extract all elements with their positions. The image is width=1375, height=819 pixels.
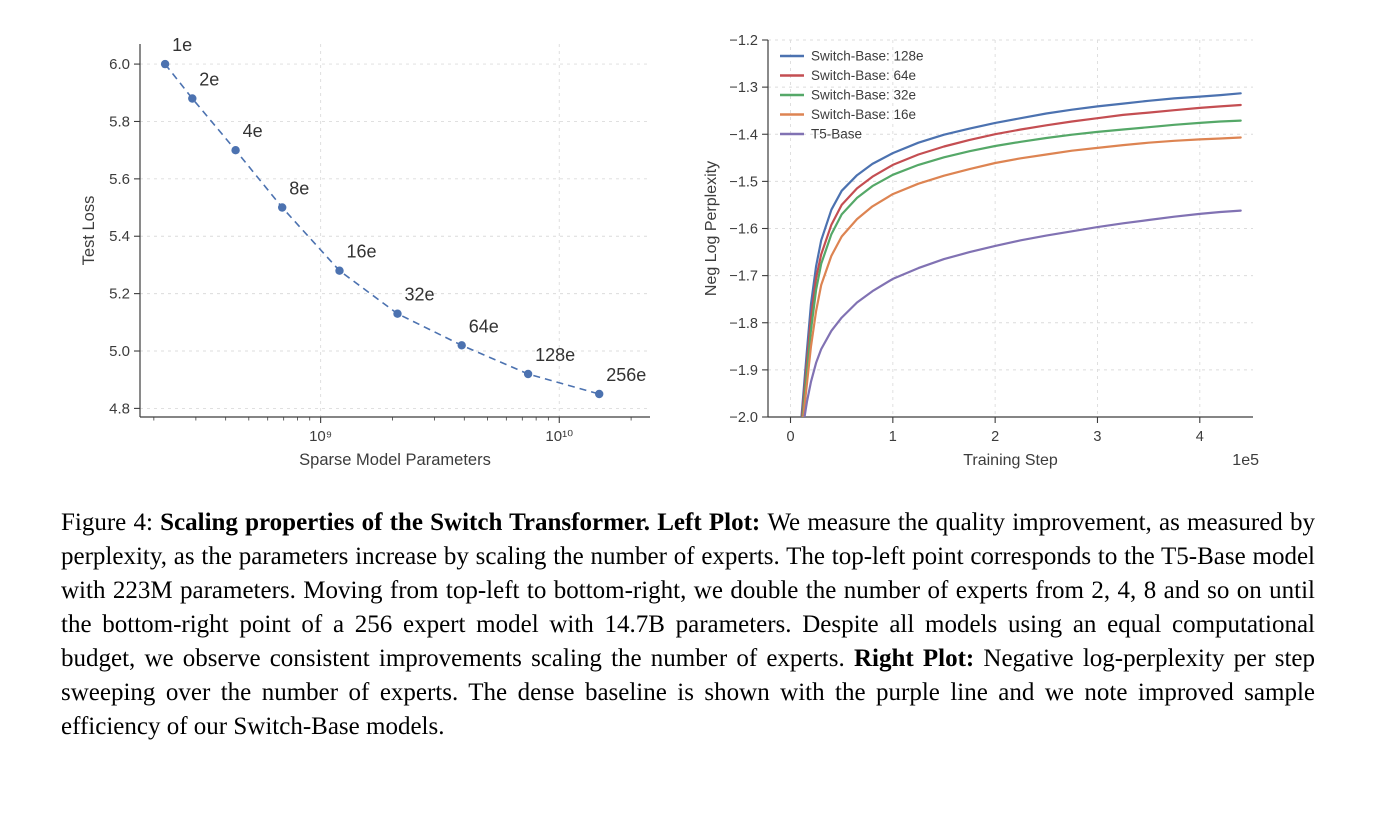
gridlines-left bbox=[140, 44, 650, 417]
svg-text:6.0: 6.0 bbox=[109, 56, 130, 73]
svg-text:128e: 128e bbox=[535, 345, 575, 365]
legend-label: T5-Base bbox=[811, 127, 862, 142]
svg-text:−1.4: −1.4 bbox=[729, 127, 758, 143]
data-series-right bbox=[800, 92, 1242, 417]
series-line-switch-base-64e bbox=[800, 103, 1242, 417]
point-labels-left: 1e 2e 4e 8e 16e 32e 64e 128e 256e bbox=[172, 35, 646, 385]
axes-right bbox=[762, 39, 1253, 423]
series-line-switch-base-32e bbox=[801, 119, 1242, 417]
right-chart-neg-log-perplexity-vs-step: −2.0 −1.9 −1.8 −1.7 −1.6 −1.5 −1.4 −1.3 −1.2 0 1 2 3… bbox=[703, 33, 1259, 469]
svg-text:4: 4 bbox=[1196, 429, 1204, 445]
svg-text:−1.3: −1.3 bbox=[729, 80, 758, 96]
svg-text:8e: 8e bbox=[289, 179, 309, 199]
svg-text:4e: 4e bbox=[243, 121, 263, 141]
svg-text:5.6: 5.6 bbox=[109, 171, 130, 188]
caption-segment: We measure the quality improvement, as m… bbox=[61, 509, 1315, 672]
svg-text:Training Step: Training Step bbox=[963, 452, 1058, 469]
svg-text:Sparse Model Parameters: Sparse Model Parameters bbox=[299, 451, 491, 469]
axes-left bbox=[134, 44, 650, 423]
caption-segment: Figure 4: bbox=[61, 509, 161, 536]
svg-text:Neg Log Perplexity: Neg Log Perplexity bbox=[703, 161, 720, 296]
axis-labels-right: Training Step Neg Log Perplexity 1e5 bbox=[703, 161, 1259, 469]
data-point-4e bbox=[231, 146, 240, 155]
legend-label: Switch-Base: 16e bbox=[811, 107, 916, 122]
data-point-1e bbox=[160, 59, 170, 69]
svg-text:−1.5: −1.5 bbox=[729, 174, 758, 190]
svg-text:32e: 32e bbox=[405, 285, 435, 305]
svg-text:2e: 2e bbox=[199, 70, 219, 90]
svg-text:64e: 64e bbox=[469, 316, 499, 336]
svg-text:1e5: 1e5 bbox=[1232, 452, 1259, 469]
svg-text:4.8: 4.8 bbox=[109, 400, 130, 417]
figure-caption: Figure 4: Scaling properties of the Swit… bbox=[61, 506, 1315, 744]
svg-text:−1.8: −1.8 bbox=[729, 316, 758, 332]
svg-text:16e: 16e bbox=[347, 242, 377, 262]
svg-text:−2.0: −2.0 bbox=[729, 410, 758, 426]
svg-text:−1.2: −1.2 bbox=[729, 33, 758, 49]
axis-labels-left: Sparse Model Parameters Test Loss bbox=[80, 196, 491, 469]
data-point-128e bbox=[523, 369, 533, 379]
caption-bold-segment: Right Plot: bbox=[853, 645, 984, 672]
data-point-32e bbox=[393, 309, 402, 318]
scatter-connector-line bbox=[164, 63, 600, 395]
svg-text:2: 2 bbox=[991, 429, 999, 445]
svg-text:5.8: 5.8 bbox=[109, 113, 130, 130]
svg-text:1: 1 bbox=[889, 429, 897, 445]
svg-text:10⁹: 10⁹ bbox=[309, 428, 332, 445]
data-series-left bbox=[160, 59, 604, 399]
svg-text:5.4: 5.4 bbox=[109, 228, 130, 245]
tick-labels-left: 4.8 5.0 5.2 5.4 5.6 5.8 6.0 10⁹ 10¹⁰ bbox=[109, 56, 573, 445]
data-point-64e bbox=[457, 341, 466, 350]
svg-text:10¹⁰: 10¹⁰ bbox=[545, 428, 573, 445]
svg-text:3: 3 bbox=[1093, 429, 1101, 445]
left-chart-test-loss-vs-parameters: 4.8 5.0 5.2 5.4 5.6 5.8 6.0 10⁹ 10¹⁰ Sparse Model… bbox=[80, 35, 650, 469]
data-point-2e bbox=[188, 94, 197, 103]
data-point-256e bbox=[595, 389, 604, 399]
svg-text:1e: 1e bbox=[172, 35, 192, 55]
data-point-8e bbox=[278, 203, 287, 212]
svg-text:Test Loss: Test Loss bbox=[80, 196, 98, 266]
svg-text:−1.7: −1.7 bbox=[729, 269, 758, 285]
data-point-16e bbox=[335, 266, 344, 275]
caption-segment: Negative log-perplexity per step sweepin… bbox=[61, 645, 1315, 740]
legend-right: Switch-Base: 128e Switch-Base: 64e Switch-… bbox=[780, 49, 924, 142]
legend-label: Switch-Base: 64e bbox=[811, 68, 916, 83]
svg-text:−1.6: −1.6 bbox=[729, 222, 758, 238]
tick-labels-right: −2.0 −1.9 −1.8 −1.7 −1.6 −1.5 −1.4 −1.3 −1.2 0 1 2 3… bbox=[729, 33, 1203, 445]
svg-text:0: 0 bbox=[786, 429, 794, 445]
legend-label: Switch-Base: 128e bbox=[811, 49, 924, 64]
svg-text:5.0: 5.0 bbox=[109, 343, 130, 360]
series-line-t5-base bbox=[803, 209, 1242, 417]
svg-text:−1.9: −1.9 bbox=[729, 363, 758, 379]
svg-text:256e: 256e bbox=[606, 365, 646, 385]
svg-text:5.2: 5.2 bbox=[109, 286, 130, 303]
series-line-switch-base-128e bbox=[800, 92, 1242, 417]
legend-label: Switch-Base: 32e bbox=[811, 88, 916, 103]
series-line-switch-base-16e bbox=[802, 136, 1242, 417]
caption-bold-segment: Scaling properties of the Switch Transfo… bbox=[160, 509, 768, 536]
